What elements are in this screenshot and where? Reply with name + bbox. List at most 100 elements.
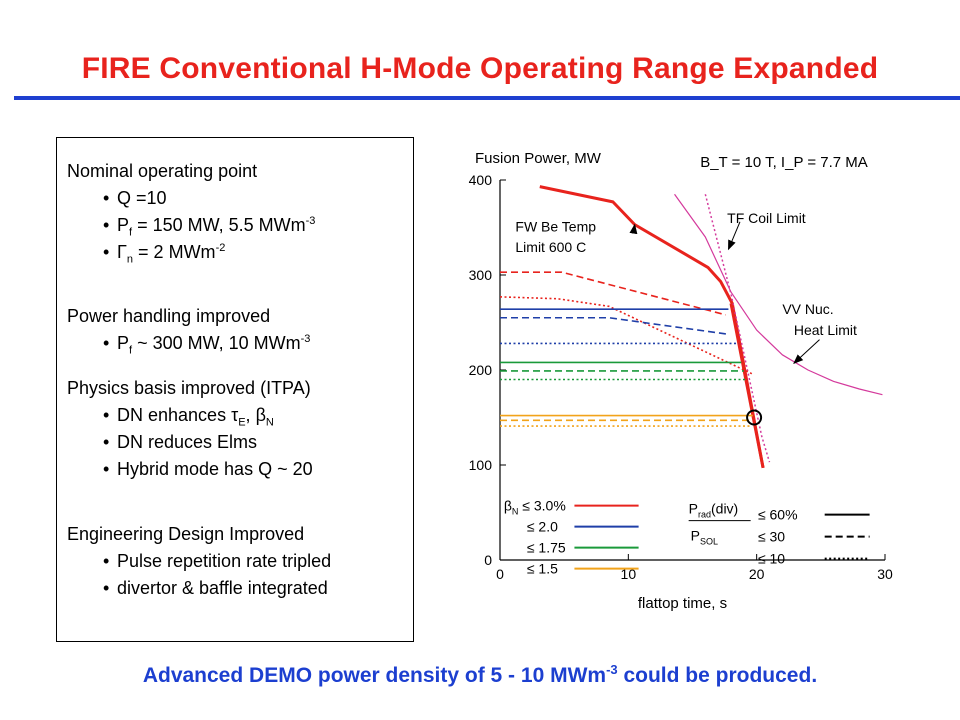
chart-annotation: Heat Limit: [794, 322, 857, 338]
page-title: FIRE Conventional H-Mode Operating Range…: [81, 52, 879, 85]
info-box: Nominal operating point • Q =10 • Pf = 150 M…: [56, 137, 414, 642]
beta-subscript: N: [512, 507, 518, 517]
legend-beta-label: ≤ 1.75: [527, 540, 566, 556]
bullet-text: Γ: [117, 242, 127, 262]
legend-style-label: ≤ 10: [758, 551, 785, 567]
bullet-dot: •: [103, 578, 110, 598]
info-section: Engineering Design Improved • Pulse repeti…: [67, 521, 331, 602]
series-line: [729, 303, 765, 469]
annotation-arrow: [793, 339, 820, 365]
bullet-dot: •: [103, 242, 110, 262]
bullet-text: -3: [305, 215, 316, 227]
ratio-part: SOL: [700, 537, 718, 547]
section-heading: Engineering Design Improved: [67, 524, 305, 544]
y-tick-label: 400: [469, 172, 493, 188]
bullet-text: DN enhances: [117, 405, 232, 425]
bullet-text: E: [238, 416, 246, 429]
bullet-dot: •: [103, 333, 110, 353]
bullet-text: ~ 300 MW, 10 MWm: [132, 333, 301, 353]
bullet-item: • Hybrid mode has Q ~ 20: [67, 456, 313, 483]
bullet-item: • Pf = 150 MW, 5.5 MWm-3: [67, 212, 315, 239]
ratio-part: P: [689, 501, 698, 517]
legend-ratio-numerator: Prad(div): [689, 501, 739, 520]
info-section: Power handling improved • Pf ~ 300 MW, 10 …: [67, 303, 310, 357]
legend-beta-label: ≤ 1.5: [527, 561, 558, 577]
x-axis-label: flattop time, s: [638, 595, 727, 612]
bullet-text: β: [255, 405, 266, 425]
beta-value: ≤ 3.0%: [518, 498, 565, 514]
footer-text-end: could be produced.: [617, 664, 818, 687]
bullet-item: • DN reduces Elms: [67, 429, 313, 456]
bullet-item: • divertor & baffle integrated: [67, 575, 331, 602]
legend-style-label: ≤ 30: [758, 529, 785, 545]
x-tick-label: 10: [621, 566, 637, 582]
legend-ratio-denominator: PSOL: [691, 528, 718, 547]
bullet-item: • DN enhances τE, βN: [67, 402, 313, 429]
bullet-text: Q =10: [117, 188, 167, 208]
x-tick-label: 0: [496, 566, 504, 582]
ratio-part: (div): [711, 501, 738, 517]
series-line: [704, 194, 771, 463]
bullet-dot: •: [103, 432, 110, 452]
footer-text: Advanced DEMO power density of 5 - 10 MW…: [142, 664, 607, 687]
bullet-text: -2: [215, 242, 226, 254]
series-line: [500, 271, 727, 316]
bullet-text: -3: [300, 333, 311, 345]
bullet-dot: •: [103, 188, 110, 208]
bullet-dot: •: [103, 459, 110, 479]
legend-beta-label: ≤ 2.0: [527, 519, 558, 535]
bullet-text: f: [129, 344, 133, 357]
section-heading: Power handling improved: [67, 306, 271, 326]
legend-style-label: ≤ 60%: [758, 507, 798, 523]
bullet-text: n: [126, 253, 134, 266]
bullet-item: • Pf ~ 300 MW, 10 MWm-3: [67, 330, 310, 357]
bullet-text: Hybrid mode has Q ~ 20: [117, 459, 313, 479]
y-tick-label: 300: [469, 267, 493, 283]
series-line: [499, 296, 755, 376]
bullet-item: • Pulse repetition rate tripled: [67, 548, 331, 575]
footer-exponent: -3: [606, 662, 618, 677]
title-rule: [14, 96, 960, 100]
y-tick-label: 200: [469, 362, 493, 378]
y-tick-label: 0: [484, 552, 492, 568]
section-heading: Physics basis improved (ITPA): [67, 378, 311, 398]
legend-beta-header: βN ≤ 3.0%: [504, 498, 566, 517]
operating-point-marker: [746, 409, 763, 426]
bullet-text: = 2 MWm: [133, 242, 216, 262]
chart-annotation: FW Be Temp: [515, 218, 596, 234]
ratio-part: P: [691, 528, 700, 544]
ratio-part: rad: [698, 510, 711, 520]
chart-annotation: VV Nuc.: [782, 301, 833, 317]
bullet-dot: •: [103, 215, 110, 235]
footer-note: Advanced DEMO power density of 5 - 10 MW…: [0, 662, 960, 688]
chart-annotation: Limit 600 C: [515, 239, 586, 255]
condition-label: B_T = 10 T, I_P = 7.7 MA: [700, 154, 868, 171]
info-section: Nominal operating point • Q =10 • Pf = 150 M…: [67, 158, 315, 266]
bullet-text: divertor & baffle integrated: [117, 578, 328, 598]
series-line: [500, 316, 726, 335]
chart-title: Fusion Power, MW: [475, 150, 602, 167]
beta-symbol: β: [504, 498, 512, 514]
bullet-text: P: [117, 215, 130, 235]
bullet-text: N: [265, 416, 274, 429]
bullet-text: = 150 MW, 5.5 MWm: [132, 215, 306, 235]
x-tick-label: 30: [877, 566, 893, 582]
chart-annotation: TF Coil Limit: [727, 210, 806, 226]
bullet-dot: •: [103, 551, 110, 571]
bullet-text: f: [129, 226, 133, 239]
bullet-item: • Γn = 2 MWm-2: [67, 239, 315, 266]
bullet-text: τ: [231, 405, 239, 425]
y-tick-label: 100: [469, 457, 493, 473]
series-line: [674, 193, 883, 396]
annotation-arrow: [629, 223, 638, 235]
annotation-arrow: [727, 221, 741, 251]
bullet-text: Pulse repetition rate tripled: [117, 551, 332, 571]
x-tick-label: 20: [749, 566, 765, 582]
bullet-item: • Q =10: [67, 185, 315, 212]
bullet-text: DN reduces Elms: [117, 432, 258, 452]
section-heading: Nominal operating point: [67, 161, 258, 181]
bullet-text: ,: [245, 405, 256, 425]
info-section: Physics basis improved (ITPA) • DN enhance…: [67, 375, 313, 483]
bullet-text: P: [117, 333, 130, 353]
fusion-power-chart: 0 100 200 300 400 0 10 20 30 Fusion Power, MW flat…: [469, 150, 893, 612]
